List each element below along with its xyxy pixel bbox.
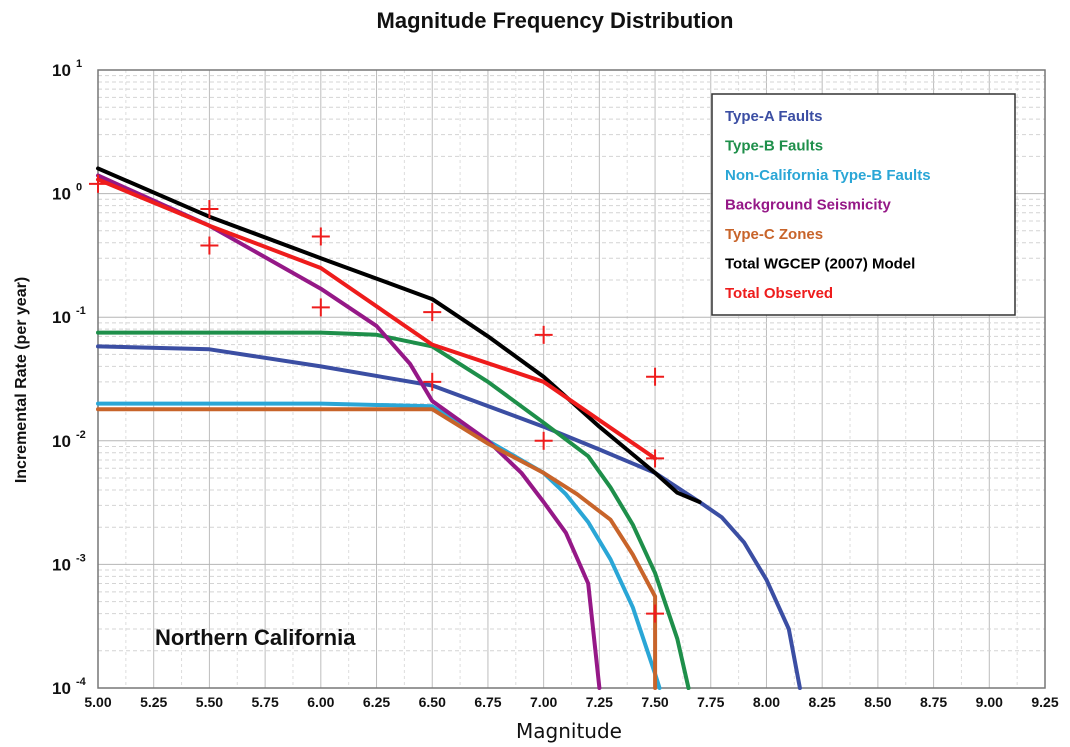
observed-markers <box>89 174 665 623</box>
x-axis-label: Magnitude <box>516 719 622 743</box>
series-layer <box>96 166 802 690</box>
region-annotation: Northern California <box>155 625 356 650</box>
legend-entry: Non-California Type-B Faults <box>725 167 931 184</box>
observed-marker <box>423 303 442 322</box>
observed-marker <box>534 431 553 450</box>
y-tick-label: 10 <box>52 432 71 451</box>
series-line-background-seismicity <box>96 173 602 690</box>
observed-marker <box>200 236 219 255</box>
legend-entry: Type-C Zones <box>725 226 823 243</box>
observed-marker <box>534 325 553 344</box>
legend-entry: Total Observed <box>725 285 833 302</box>
y-tick-label: 10 <box>52 61 71 80</box>
y-tick-exponent: 1 <box>76 58 82 70</box>
series-line-total-observed <box>96 177 658 461</box>
plot-frame <box>97 69 1046 689</box>
y-tick-label: 10 <box>52 308 71 327</box>
y-axis-label: Incremental Rate (per year) <box>13 277 30 483</box>
x-axis-ticks: 5.00 5.25 5.50 5.75 6.00 6.25 6.50 6.75 7.00 7.25… <box>84 694 1058 710</box>
y-axis-ticks: 10 -4 10 -3 10 -2 10 -1 10 0 10 1 <box>52 58 87 698</box>
observed-marker <box>311 298 330 317</box>
series-line-type-c-zones <box>96 407 658 690</box>
y-tick-exponent: -3 <box>76 552 86 564</box>
observed-marker <box>646 449 665 468</box>
legend: Type-A Faults Type-B Faults Non-California… <box>711 93 1016 316</box>
observed-marker <box>423 372 442 391</box>
legend-entry: Type-B Faults <box>725 138 823 155</box>
legend-entry: Type-A Faults <box>725 108 823 125</box>
x-tick-label: 8.00 <box>753 694 780 710</box>
grid-layer <box>98 70 1045 688</box>
y-tick-exponent: -1 <box>76 305 86 317</box>
x-tick-label: 8.75 <box>920 694 947 710</box>
legend-entry: Background Seismicity <box>725 197 892 214</box>
y-tick-exponent: -2 <box>76 429 86 441</box>
x-tick-label: 6.00 <box>307 694 334 710</box>
chart-title: Magnitude Frequency Distribution <box>377 8 734 33</box>
series-line-total-wgcep-2007-model <box>96 166 702 504</box>
x-tick-label: 5.50 <box>196 694 223 710</box>
x-tick-label: 9.00 <box>976 694 1003 710</box>
y-tick-exponent: 0 <box>76 182 82 194</box>
observed-marker <box>646 367 665 386</box>
x-tick-label: 7.00 <box>530 694 557 710</box>
x-tick-label: 6.75 <box>474 694 501 710</box>
x-tick-label: 9.25 <box>1031 694 1058 710</box>
x-tick-label: 8.50 <box>864 694 891 710</box>
x-tick-label: 7.25 <box>586 694 613 710</box>
x-tick-label: 6.25 <box>363 694 390 710</box>
y-tick-label: 10 <box>52 679 71 698</box>
x-tick-label: 5.00 <box>84 694 111 710</box>
y-tick-exponent: -4 <box>76 676 87 688</box>
observed-marker <box>646 604 665 623</box>
y-tick-label: 10 <box>52 185 71 204</box>
y-tick-label: 10 <box>52 555 71 574</box>
observed-marker <box>200 200 219 219</box>
x-tick-label: 8.25 <box>809 694 836 710</box>
x-tick-label: 7.50 <box>641 694 668 710</box>
x-tick-label: 5.25 <box>140 694 167 710</box>
legend-entry: Total WGCEP (2007) Model <box>725 256 915 273</box>
observed-marker <box>311 227 330 246</box>
series-line-non-california-type-b-faults <box>96 401 662 690</box>
x-tick-label: 7.75 <box>697 694 724 710</box>
x-tick-label: 6.50 <box>419 694 446 710</box>
observed-marker <box>89 174 107 193</box>
legend-box <box>711 93 1016 316</box>
x-tick-label: 5.75 <box>251 694 278 710</box>
series-line-type-b-faults <box>96 330 691 690</box>
